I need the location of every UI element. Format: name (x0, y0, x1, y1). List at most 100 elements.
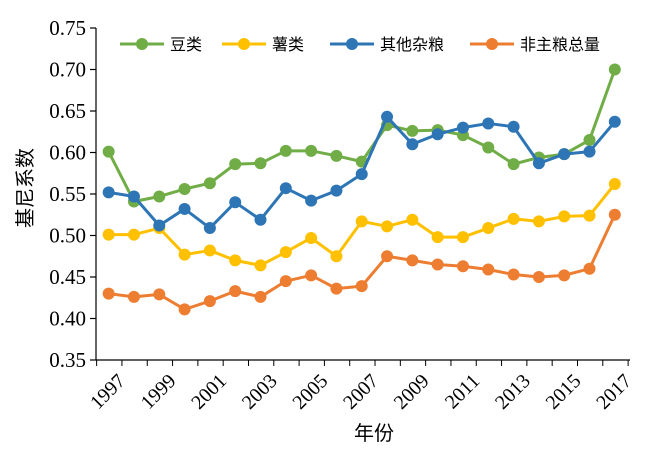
series-line (107, 68, 617, 203)
data-point (381, 110, 394, 123)
x-tick-label: 2003 (238, 370, 282, 414)
data-point (254, 290, 267, 303)
data-point (279, 275, 292, 288)
data-point (482, 222, 495, 235)
data-point (178, 183, 191, 196)
data-point (305, 144, 318, 157)
data-point (330, 184, 343, 197)
legend-swatch-marker (346, 38, 358, 50)
data-point (608, 115, 621, 128)
legend-swatch-marker (238, 38, 250, 50)
data-point (532, 215, 545, 228)
y-tick-label: 0.50 (49, 224, 86, 248)
data-point (153, 190, 166, 203)
legend-label: 薯类 (272, 35, 304, 54)
data-point (608, 178, 621, 191)
data-point (406, 138, 419, 151)
y-tick-label: 0.75 (49, 16, 86, 40)
data-point (102, 145, 115, 158)
data-point (254, 157, 267, 170)
data-point (254, 213, 267, 226)
data-point (355, 280, 368, 293)
data-point (229, 196, 242, 209)
data-point (305, 194, 318, 207)
data-point (229, 158, 242, 171)
axes: 0.35 0.40 0.45 0.50 0.55 0.60 0.65 0.70 0.75 1997… (49, 16, 636, 414)
data-point (608, 208, 621, 221)
data-point (456, 260, 469, 273)
data-point (381, 220, 394, 233)
data-point (305, 269, 318, 282)
x-tick-label: 2011 (441, 370, 484, 413)
legend-label: 豆类 (170, 35, 202, 54)
data-point (507, 158, 520, 171)
legend-item: 薯类 (222, 35, 304, 54)
data-point (127, 190, 140, 203)
data-point (203, 222, 216, 235)
x-tick-label: 2005 (289, 370, 333, 414)
data-point (127, 228, 140, 241)
y-tick-label: 0.70 (49, 58, 86, 82)
data-point (482, 263, 495, 276)
data-point (178, 303, 191, 316)
y-axis-title: 基尼系数 (13, 148, 37, 228)
y-tick-label: 0.65 (49, 99, 86, 123)
data-point (431, 128, 444, 141)
data-point (431, 258, 444, 271)
legend-swatch-marker (486, 38, 498, 50)
data-point (330, 250, 343, 263)
data-point (431, 231, 444, 244)
data-point (102, 287, 115, 300)
data-point (279, 246, 292, 259)
data-point (279, 144, 292, 157)
legend-label: 其他杂粮 (380, 35, 444, 54)
series (102, 63, 621, 208)
x-tick-label: 2013 (491, 370, 535, 414)
data-point (102, 186, 115, 199)
legend-item: 非主粮总量 (470, 35, 600, 54)
legend-swatch-marker (136, 38, 148, 50)
data-point (229, 285, 242, 298)
x-tick-label: 2009 (390, 370, 434, 414)
data-point (178, 202, 191, 215)
data-point (583, 209, 596, 222)
series (102, 110, 621, 235)
y-tick-label: 0.60 (49, 141, 86, 165)
y-tick-label: 0.55 (49, 182, 86, 206)
data-point (583, 145, 596, 158)
data-point (406, 124, 419, 137)
data-point (330, 149, 343, 162)
data-point (532, 157, 545, 170)
legend-item: 其他杂粮 (330, 35, 444, 54)
data-point (507, 212, 520, 225)
data-point (406, 213, 419, 226)
data-point (456, 121, 469, 134)
x-axis-title: 年份 (354, 421, 394, 445)
data-point (178, 248, 191, 261)
data-point (558, 210, 571, 223)
data-point (406, 254, 419, 267)
data-point (355, 215, 368, 228)
data-point (482, 117, 495, 130)
data-point (153, 219, 166, 232)
data-point (355, 168, 368, 181)
series (102, 178, 621, 272)
data-point (203, 177, 216, 190)
data-point (456, 231, 469, 244)
series-layer (102, 63, 621, 316)
data-point (482, 141, 495, 154)
data-point (229, 254, 242, 267)
data-point (583, 262, 596, 275)
data-point (507, 268, 520, 281)
data-point (381, 250, 394, 263)
data-point (279, 182, 292, 195)
data-point (608, 63, 621, 76)
data-point (583, 134, 596, 147)
data-point (153, 288, 166, 301)
legend-label: 非主粮总量 (520, 35, 600, 54)
x-tick-label: 2015 (542, 370, 586, 414)
data-point (558, 269, 571, 282)
data-point (127, 290, 140, 303)
